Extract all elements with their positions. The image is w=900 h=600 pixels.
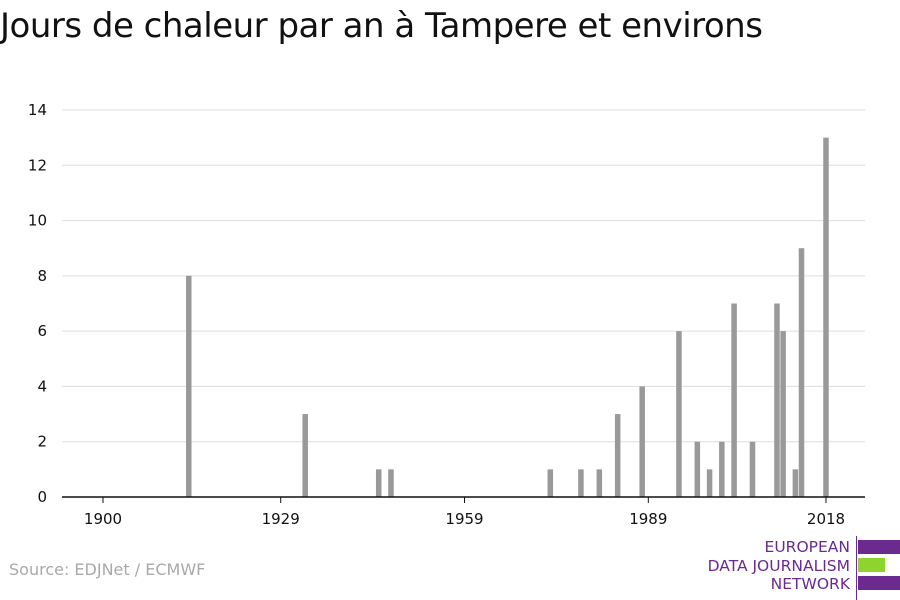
y-tick-label-2: 2	[37, 433, 47, 451]
logo-bar-bottom	[858, 576, 900, 590]
x-tick-label-1900: 1900	[84, 510, 122, 528]
bar-2003	[731, 303, 737, 497]
bar-2006	[749, 441, 756, 497]
y-tick-label-8: 8	[37, 267, 47, 285]
bar-2001	[719, 441, 725, 497]
logo-bar-middle	[858, 558, 885, 572]
y-tick-label-0: 0	[37, 488, 47, 506]
source-note: Source: EDJNet / ECMWF	[9, 560, 206, 579]
logo-line-1: EUROPEAN	[764, 538, 850, 556]
gridlines	[62, 109, 865, 443]
y-tick-label-6: 6	[37, 322, 47, 340]
x-tick-label-1959: 1959	[445, 510, 483, 528]
y-tick-label-14: 14	[28, 101, 47, 119]
y-tick-label-10: 10	[28, 212, 47, 230]
bar-2011	[780, 331, 786, 497]
bar-1978	[578, 469, 584, 497]
edjnet-logo[interactable]: EUROPEAN DATA JOURNALISM NETWORK	[690, 536, 900, 600]
bar-1999	[706, 469, 713, 497]
bar-1984	[614, 414, 621, 497]
bar-2014	[798, 248, 805, 497]
x-tick-labels: 1900 1929 1959 1989 2018	[84, 510, 845, 528]
bars	[186, 137, 829, 497]
y-tick-label-4: 4	[37, 377, 47, 395]
axes	[62, 496, 865, 503]
logo-line-2: DATA JOURNALISM	[707, 557, 850, 575]
bar-1981	[596, 469, 603, 497]
x-tick-label-1989: 1989	[629, 510, 667, 528]
bar-1988	[639, 386, 645, 497]
bar-1994	[676, 331, 682, 497]
chart-title: Jours de chaleur par an à Tampere et env…	[0, 6, 763, 46]
bar-2010	[774, 303, 780, 497]
x-tick-label-2018: 2018	[807, 510, 845, 528]
bar-1973	[547, 469, 554, 497]
y-tick-label-12: 12	[28, 156, 47, 174]
bar-1914	[186, 275, 192, 497]
bar-1933	[302, 414, 308, 497]
bar-2018	[823, 137, 829, 497]
bar-2013	[792, 469, 799, 497]
bar-1997	[694, 441, 701, 497]
bar-1947	[388, 469, 394, 497]
logo-line-3: NETWORK	[770, 575, 850, 593]
logo-bar-top	[858, 540, 900, 554]
y-tick-labels: 0 2 4 6 8 10 12 14	[28, 101, 47, 506]
logo-divider	[856, 536, 857, 600]
x-tick-label-1929: 1929	[262, 510, 300, 528]
bar-1945	[375, 469, 382, 497]
